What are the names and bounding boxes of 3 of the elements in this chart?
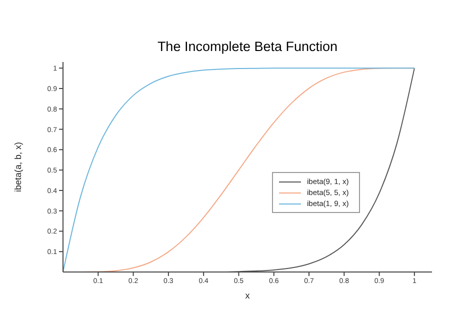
y-axis-title: ibeta(a, b, x): [13, 142, 24, 192]
x-axis-title: x: [245, 290, 250, 300]
chart-title: The Incomplete Beta Function: [156, 39, 339, 54]
